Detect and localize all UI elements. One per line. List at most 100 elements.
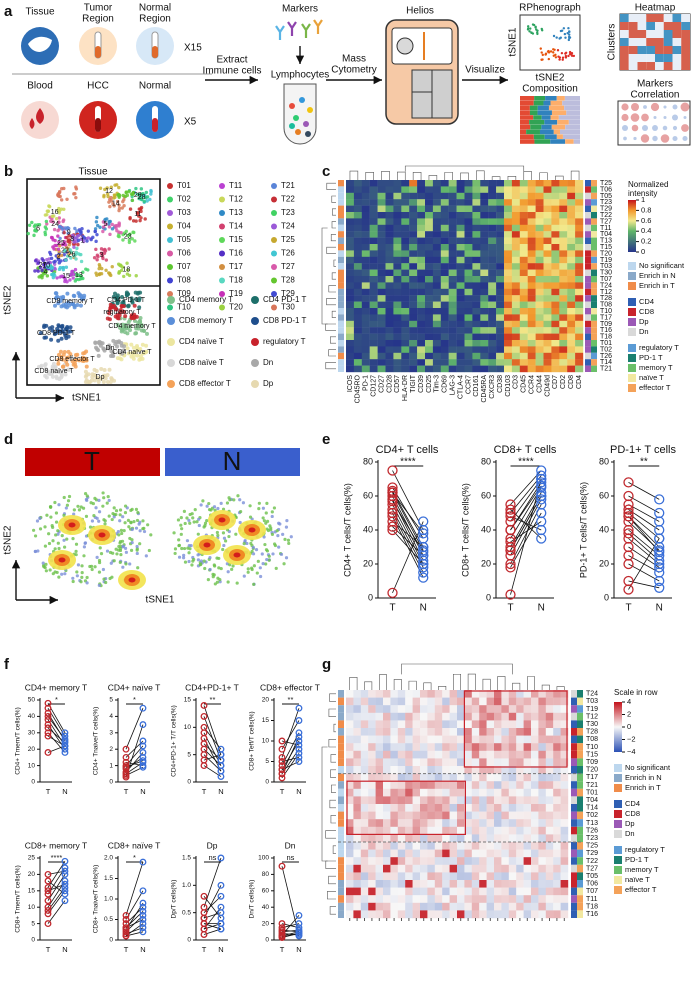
heatmap-cell — [425, 205, 434, 213]
heatmap-cell — [560, 758, 569, 767]
tsne-point — [143, 217, 147, 221]
density-point — [185, 539, 190, 543]
map-label: 22 — [61, 247, 69, 254]
heatmap-cell — [401, 231, 410, 238]
heatmap-cell — [472, 237, 481, 245]
heatmap-cell — [383, 910, 391, 919]
heatmap-cell — [535, 205, 544, 213]
y-tick-label: 0 — [31, 779, 35, 786]
density-point — [135, 544, 139, 549]
heatmap-cell — [425, 186, 434, 193]
deco-dot — [556, 49, 560, 52]
heatmap-cell — [538, 864, 546, 873]
density-point — [217, 566, 221, 570]
density-point — [141, 519, 145, 523]
heatmap-cell — [545, 743, 554, 751]
map-label: Dp — [96, 374, 105, 381]
heatmap-cell — [385, 250, 394, 257]
data-point — [61, 870, 69, 878]
data-point — [217, 854, 225, 862]
heatmap-cell — [409, 256, 418, 264]
heatmap-cell — [508, 728, 517, 736]
data-point — [295, 911, 303, 919]
density-point — [187, 551, 191, 555]
tsne-point — [68, 256, 73, 260]
heatmap-cell — [432, 282, 441, 289]
legend-swatch — [614, 820, 622, 828]
legend-label: memory T — [639, 363, 673, 372]
heatmap-cell — [425, 192, 434, 200]
heatmap-cell — [527, 205, 536, 213]
heatmap-cell — [375, 735, 384, 744]
legend-dot — [167, 210, 173, 216]
data-point — [505, 511, 516, 522]
density-point — [276, 534, 280, 538]
heatmap-cell — [369, 295, 378, 302]
heatmap-cell — [456, 320, 465, 328]
tsne-point — [37, 364, 42, 369]
heatmap-cell — [425, 276, 434, 283]
heatmap-cell — [434, 750, 443, 759]
tsne-point — [66, 231, 70, 236]
data-point — [295, 929, 303, 937]
heatmap-cell — [420, 849, 428, 858]
data-point — [61, 749, 69, 756]
data-point — [44, 709, 52, 717]
row-annotation — [577, 781, 583, 789]
y-tick-label: 0 — [265, 937, 269, 944]
heatmap-cell — [535, 276, 544, 283]
heatmap-cell — [457, 735, 465, 744]
heatmap-cell — [434, 842, 443, 850]
heatmap-cell — [409, 186, 418, 193]
heatmap-cell — [456, 199, 465, 206]
row-annotation — [577, 788, 583, 797]
density-point — [255, 571, 259, 575]
column-label: CD45RO — [355, 374, 362, 403]
deco-bar — [520, 100, 534, 106]
heatmap-cell — [346, 880, 354, 888]
heatmap-cell — [527, 340, 536, 347]
heatmap-cell — [425, 333, 434, 341]
heatmap-cell — [405, 910, 413, 919]
heatmap-cell — [538, 895, 546, 903]
heatmap-cell — [559, 231, 568, 238]
heatmap-cell — [420, 750, 428, 759]
heatmap-cell — [390, 697, 398, 706]
heatmap-cell — [368, 743, 376, 751]
density-point — [104, 580, 108, 585]
density-point — [129, 520, 133, 524]
density-point — [56, 529, 60, 533]
deco-dot — [650, 102, 660, 112]
heatmap-cell — [543, 320, 552, 328]
heatmap-cell — [496, 199, 505, 206]
deco-dot — [529, 27, 532, 30]
tsne-point — [105, 373, 110, 378]
deco-dot — [536, 29, 539, 32]
heatmap-cell — [409, 212, 418, 219]
row-annotation — [591, 224, 597, 232]
row-label: T25 — [600, 180, 612, 187]
heatmap-cell — [511, 256, 520, 264]
density-point — [213, 508, 217, 512]
y-tick-label: 0.5 — [104, 916, 113, 923]
label: Region — [82, 14, 114, 25]
legend-dot — [219, 210, 225, 216]
tsne-point — [56, 370, 61, 375]
heatmap-cell — [353, 910, 361, 919]
heatmap-cell — [368, 872, 376, 881]
tsne-point — [130, 237, 134, 241]
density-point — [249, 541, 253, 546]
density-point — [124, 550, 128, 554]
heatmap-cell — [464, 205, 473, 213]
heatmap-cell — [353, 743, 361, 751]
density-hot — [98, 532, 106, 538]
legend-dot — [167, 277, 173, 284]
icon-shape — [628, 200, 636, 252]
heatmap-cell — [383, 705, 391, 713]
heatmap-cell — [385, 263, 394, 270]
x-tick-label: T — [507, 603, 513, 614]
label: intensity — [628, 189, 657, 198]
heatmap-cell — [501, 788, 509, 797]
row-annotation — [577, 758, 583, 766]
heatmap-cell — [479, 910, 487, 919]
